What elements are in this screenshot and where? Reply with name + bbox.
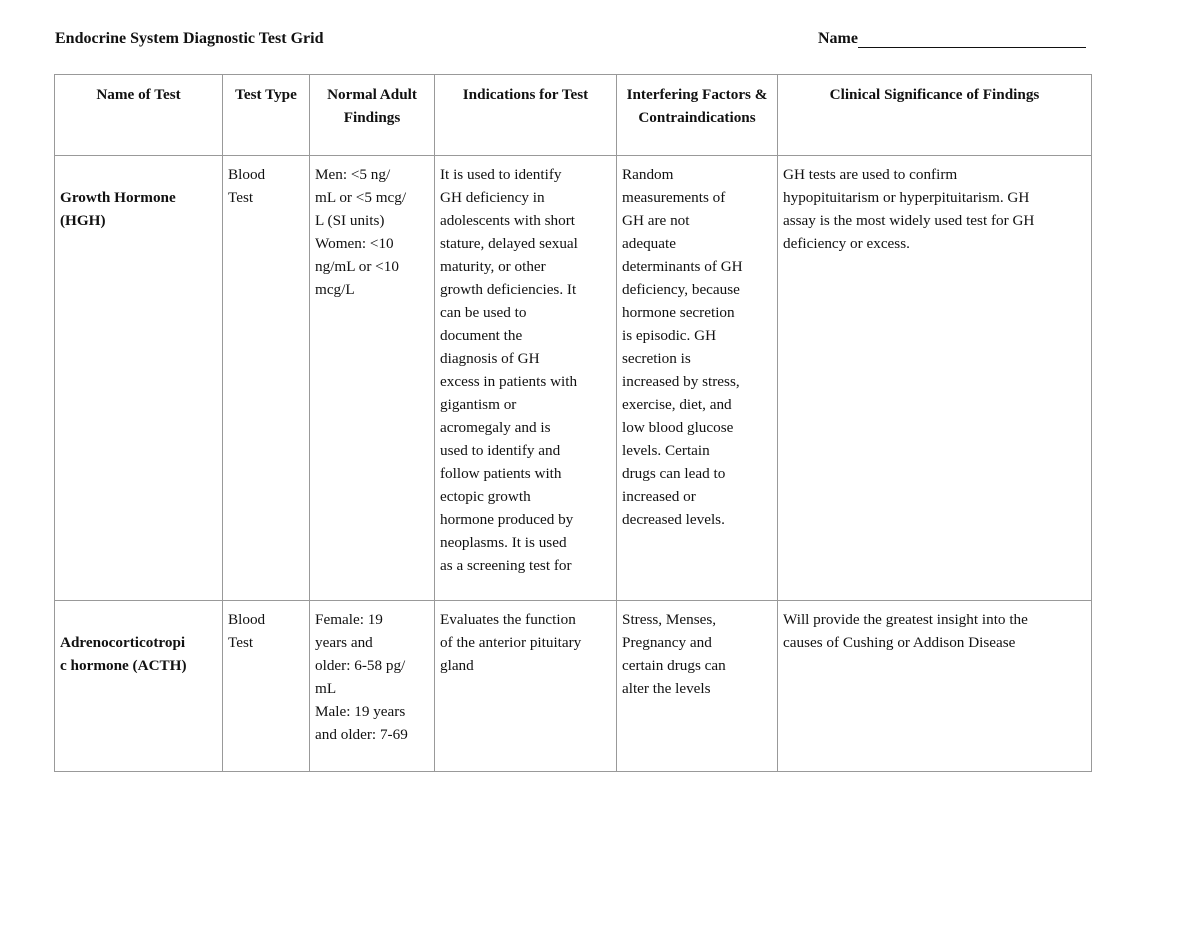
cell-clinical-significance: Will provide the greatest insight into t… (777, 600, 1092, 772)
cell-normal-findings: Female: 19 years and older: 6-58 pg/ mL … (309, 600, 435, 772)
header-normal-findings: Normal Adult Findings (309, 74, 435, 156)
name-label: Name (818, 30, 858, 47)
table-row: Adrenocorticotropi c hormone (ACTH) Bloo… (54, 600, 1092, 772)
cell-normal-findings: Men: <5 ng/ mL or <5 mcg/ L (SI units) W… (309, 155, 435, 601)
name-blank-line[interactable] (857, 31, 1086, 48)
header-interfering-factors: Interfering Factors & Contraindications (616, 74, 778, 156)
header-name-of-test: Name of Test (54, 74, 223, 156)
cell-test-name: Adrenocorticotropi c hormone (ACTH) (54, 600, 223, 772)
name-field[interactable]: Name (818, 30, 1086, 48)
cell-indications: Evaluates the function of the anterior p… (434, 600, 617, 772)
header-test-type: Test Type (222, 74, 310, 156)
cell-test-type: Blood Test (222, 155, 310, 601)
diagnostic-test-grid: Name of Test Test Type Normal Adult Find… (54, 74, 1092, 772)
table-row: Growth Hormone (HGH) Blood Test Men: <5 … (54, 155, 1092, 601)
document-title: Endocrine System Diagnostic Test Grid (55, 30, 324, 47)
cell-test-type: Blood Test (222, 600, 310, 772)
header-clinical-significance: Clinical Significance of Findings (777, 74, 1092, 156)
cell-indications: It is used to identify GH deficiency in … (434, 155, 617, 601)
cell-interfering-factors: Random measurements of GH are not adequa… (616, 155, 778, 601)
header-indications: Indications for Test (434, 74, 617, 156)
cell-clinical-significance: GH tests are used to confirm hypopituita… (777, 155, 1092, 601)
header-row: Name of Test Test Type Normal Adult Find… (54, 74, 1092, 156)
cell-test-name: Growth Hormone (HGH) (54, 155, 223, 601)
cell-interfering-factors: Stress, Menses, Pregnancy and certain dr… (616, 600, 778, 772)
